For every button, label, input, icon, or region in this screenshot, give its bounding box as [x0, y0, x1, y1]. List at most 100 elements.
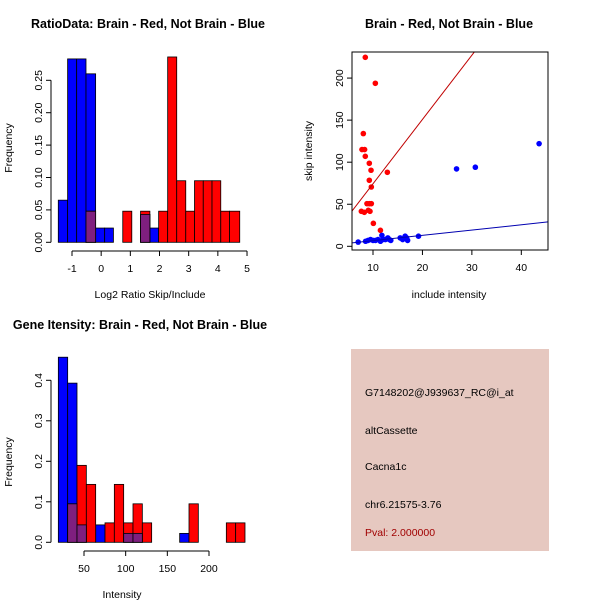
intensity-hist-bar-brain	[235, 522, 246, 543]
ratio-hist-y-tick-label: 0.20	[33, 102, 45, 123]
ratio-hist-x-tick-label: 4	[215, 263, 221, 275]
intensity-hist-x-tick-label: 200	[200, 563, 218, 575]
scatter-point-brain	[366, 160, 373, 167]
scatter-y-tick-label: 0	[334, 243, 346, 249]
ratio-hist-x-tick-label: -1	[67, 263, 76, 275]
ratio-hist-bar-brain	[229, 210, 241, 243]
scatter-fit-line-not-brain	[352, 221, 548, 244]
ratio-hist-y-tick-label: 0.25	[33, 70, 45, 91]
intensity-hist-ylabel: Frequency	[3, 436, 15, 486]
ratio-hist-bar-brain	[167, 56, 178, 243]
ratio-hist-x-tick-label: 5	[244, 263, 250, 275]
ratio-hist-bar-overlap	[140, 214, 151, 243]
info-probe: G7148202@J939637_RC@i_at	[365, 387, 514, 399]
scatter-x-tick-label: 40	[515, 262, 527, 274]
scatter-point-not-brain	[404, 237, 411, 244]
ratio-hist-y-tick-label: 0.15	[33, 135, 45, 156]
intensity-hist-bar-not-brain	[57, 356, 69, 543]
scatter-ylabel: skip intensity	[303, 120, 315, 181]
intensity-hist-xlabel: Intensity	[102, 589, 142, 600]
intensity-hist-bar-overlap	[123, 532, 134, 543]
intensity-hist-bar-overlap	[76, 524, 87, 543]
scatter-x-tick-label: 20	[417, 262, 429, 274]
ratio-hist-bar-overlap	[85, 210, 97, 243]
info-location: chr6.21575-3.76	[365, 499, 442, 511]
ratio-hist-bar-not-brain	[104, 227, 114, 243]
scatter-x-tick-label: 10	[367, 262, 379, 274]
ratio-hist-y-tick-label: 0.00	[33, 232, 45, 253]
scatter-fit-line-brain	[352, 52, 475, 212]
scatter-point-brain	[361, 146, 368, 153]
ratio-hist-xlabel: Log2 Ratio Skip/Include	[95, 289, 206, 301]
intensity-hist-y-tick-label: 0.0	[33, 535, 45, 550]
scatter-point-brain	[362, 153, 369, 160]
scatter-y-tick-label: 100	[334, 153, 346, 171]
scatter-point-brain	[360, 130, 367, 137]
ratio-hist-bar-brain	[211, 180, 222, 243]
scatter-point-brain	[366, 177, 373, 184]
intensity-hist-bar-not-brain	[179, 532, 190, 543]
scatter-title: Brain - Red, Not Brain - Blue	[365, 17, 533, 31]
scatter-y-tick-label: 150	[334, 111, 346, 129]
info-pval: Pval: 2.000000	[365, 527, 435, 539]
intensity-hist-x-tick-label: 150	[159, 563, 177, 575]
ratio-hist-ylabel: Frequency	[3, 122, 15, 172]
ratio-hist-bar-not-brain	[57, 199, 69, 243]
intensity-hist-bar-brain	[141, 522, 153, 543]
intensity-hist-bar-brain	[225, 522, 237, 543]
intensity-hist-bar-brain	[85, 483, 97, 543]
intensity-hist-x-tick-label: 50	[78, 563, 90, 575]
ratio-hist-bar-not-brain	[76, 58, 87, 243]
scatter-point-brain	[368, 167, 374, 174]
ratio-hist-y-tick-label: 0.05	[33, 200, 45, 221]
ratio-hist-bar-brain	[202, 180, 213, 243]
ratio-hist-x-tick-label: 2	[157, 263, 163, 275]
ratio-hist-bar-brain	[122, 210, 133, 243]
ratio-hist-bar-brain	[176, 180, 187, 243]
ratio-hist-bar-brain	[158, 210, 169, 243]
scatter-point-not-brain	[379, 232, 385, 239]
info-panel-bg	[351, 349, 549, 551]
info-panel: G7148202@J939637_RC@i_at altCassette Cac…	[351, 349, 549, 551]
ratio-hist-bar-brain	[185, 210, 195, 243]
ratio-hist-x-tick-label: 0	[98, 263, 104, 275]
scatter-point-not-brain	[536, 140, 542, 147]
ratio-hist-bar-not-brain	[95, 227, 106, 243]
intensity-hist-bar-overlap	[67, 503, 78, 543]
ratio-hist-x-tick-label: 3	[186, 263, 192, 275]
intensity-hist-y-tick-label: 0.4	[33, 373, 45, 388]
intensity-hist-y-tick-label: 0.1	[33, 494, 45, 509]
ratio-hist-y-tick-label: 0.10	[33, 167, 45, 188]
intensity-hist-x-tick-label: 100	[117, 563, 135, 575]
intensity-hist-y-tick-label: 0.3	[33, 413, 45, 428]
info-gene: Cacna1c	[365, 461, 406, 473]
scatter-point-brain	[384, 169, 391, 176]
ratio-hist-bar-brain	[220, 210, 230, 243]
intensity-hist-bar-not-brain	[95, 524, 106, 543]
ratio-hist-x-tick-label: 1	[127, 263, 133, 275]
scatter-y-tick-label: 200	[334, 69, 346, 87]
intensity-hist-bar-brain	[188, 503, 199, 543]
scatter-point-brain	[368, 200, 375, 207]
scatter-point-not-brain	[453, 166, 460, 172]
scatter-point-brain	[372, 80, 379, 87]
intensity-hist-bar-overlap	[132, 532, 143, 543]
scatter-point-brain	[367, 208, 373, 215]
ratio-hist-bar-not-brain	[149, 227, 160, 243]
scatter-y-tick-label: 50	[334, 198, 346, 210]
scatter-x-tick-label: 30	[466, 262, 478, 274]
scatter-plot-box	[351, 51, 549, 251]
ratio-hist-title: RatioData: Brain - Red, Not Brain - Blue	[31, 17, 265, 31]
scatter-point-brain	[370, 220, 377, 227]
intensity-hist-bar-brain	[104, 522, 115, 543]
info-event-type: altCassette	[365, 425, 418, 437]
scatter-xlabel: include intensity	[412, 289, 487, 301]
ratio-hist-bar-not-brain	[67, 58, 78, 243]
scatter-point-brain	[377, 227, 384, 234]
scatter-point-not-brain	[472, 164, 479, 171]
ratio-hist-bar-brain	[194, 180, 204, 243]
intensity-hist-title: Gene Itensity: Brain - Red, Not Brain - …	[13, 318, 267, 332]
intensity-hist-y-tick-label: 0.2	[33, 454, 45, 469]
scatter-point-brain	[362, 54, 369, 61]
